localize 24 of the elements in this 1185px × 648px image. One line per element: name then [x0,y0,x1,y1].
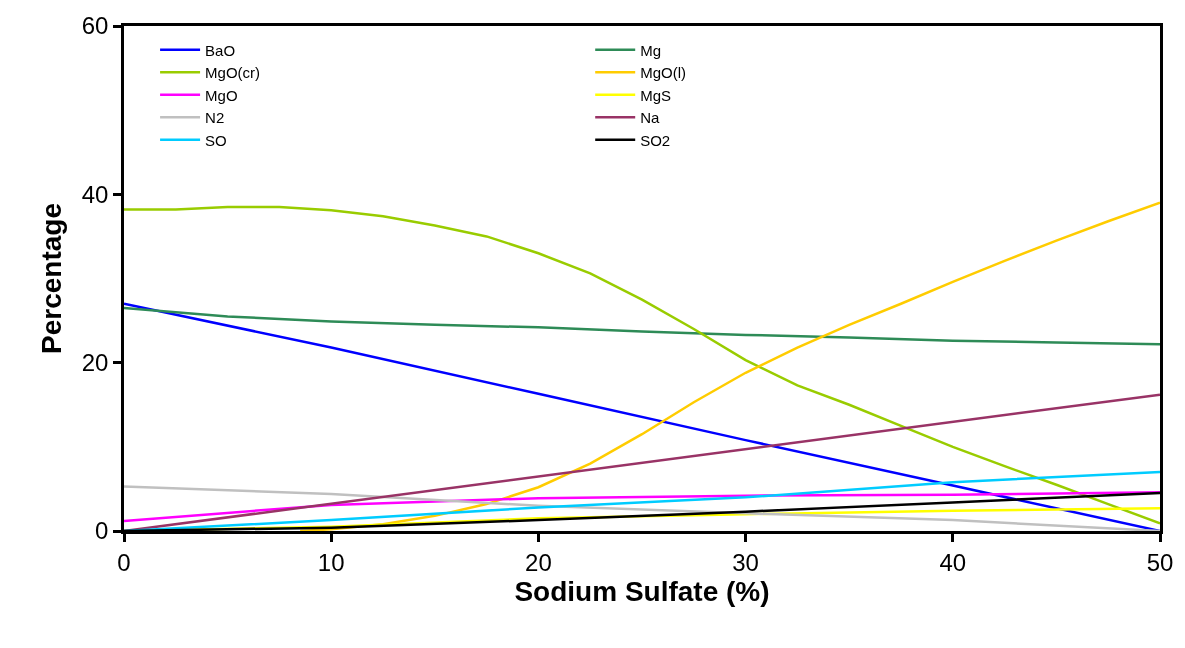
legend-label: MgO(l) [640,64,687,82]
line-series [124,205,1160,525]
x-tick-label: 50 [1146,548,1174,576]
x-tick-label: 20 [525,548,552,576]
x-axis-title: Sodium Sulfate (%) [514,575,770,607]
line-series [124,306,1160,346]
x-tick-label: 10 [317,548,345,576]
y-tick-label: 0 [95,517,109,545]
legend-label: SO2 [640,131,671,149]
x-tick-label: 0 [117,548,131,576]
legend-label: BaO [205,41,236,59]
y-axis-title: Percentage [36,203,68,354]
x-tick-label: 30 [732,548,759,576]
legend-label: SO [205,131,227,149]
legend-label: Na [640,109,661,127]
legend-label: Mg [640,41,662,59]
legend-label: N2 [205,109,225,127]
legend-label: MgO [205,86,238,104]
y-tick-label: 40 [81,180,109,208]
legend-label: MgO(cr) [205,64,261,82]
y-tick-label: 20 [81,349,109,377]
y-tick-label: 60 [81,12,109,40]
x-tick-label: 40 [939,548,967,576]
legend-label: MgS [640,86,672,104]
